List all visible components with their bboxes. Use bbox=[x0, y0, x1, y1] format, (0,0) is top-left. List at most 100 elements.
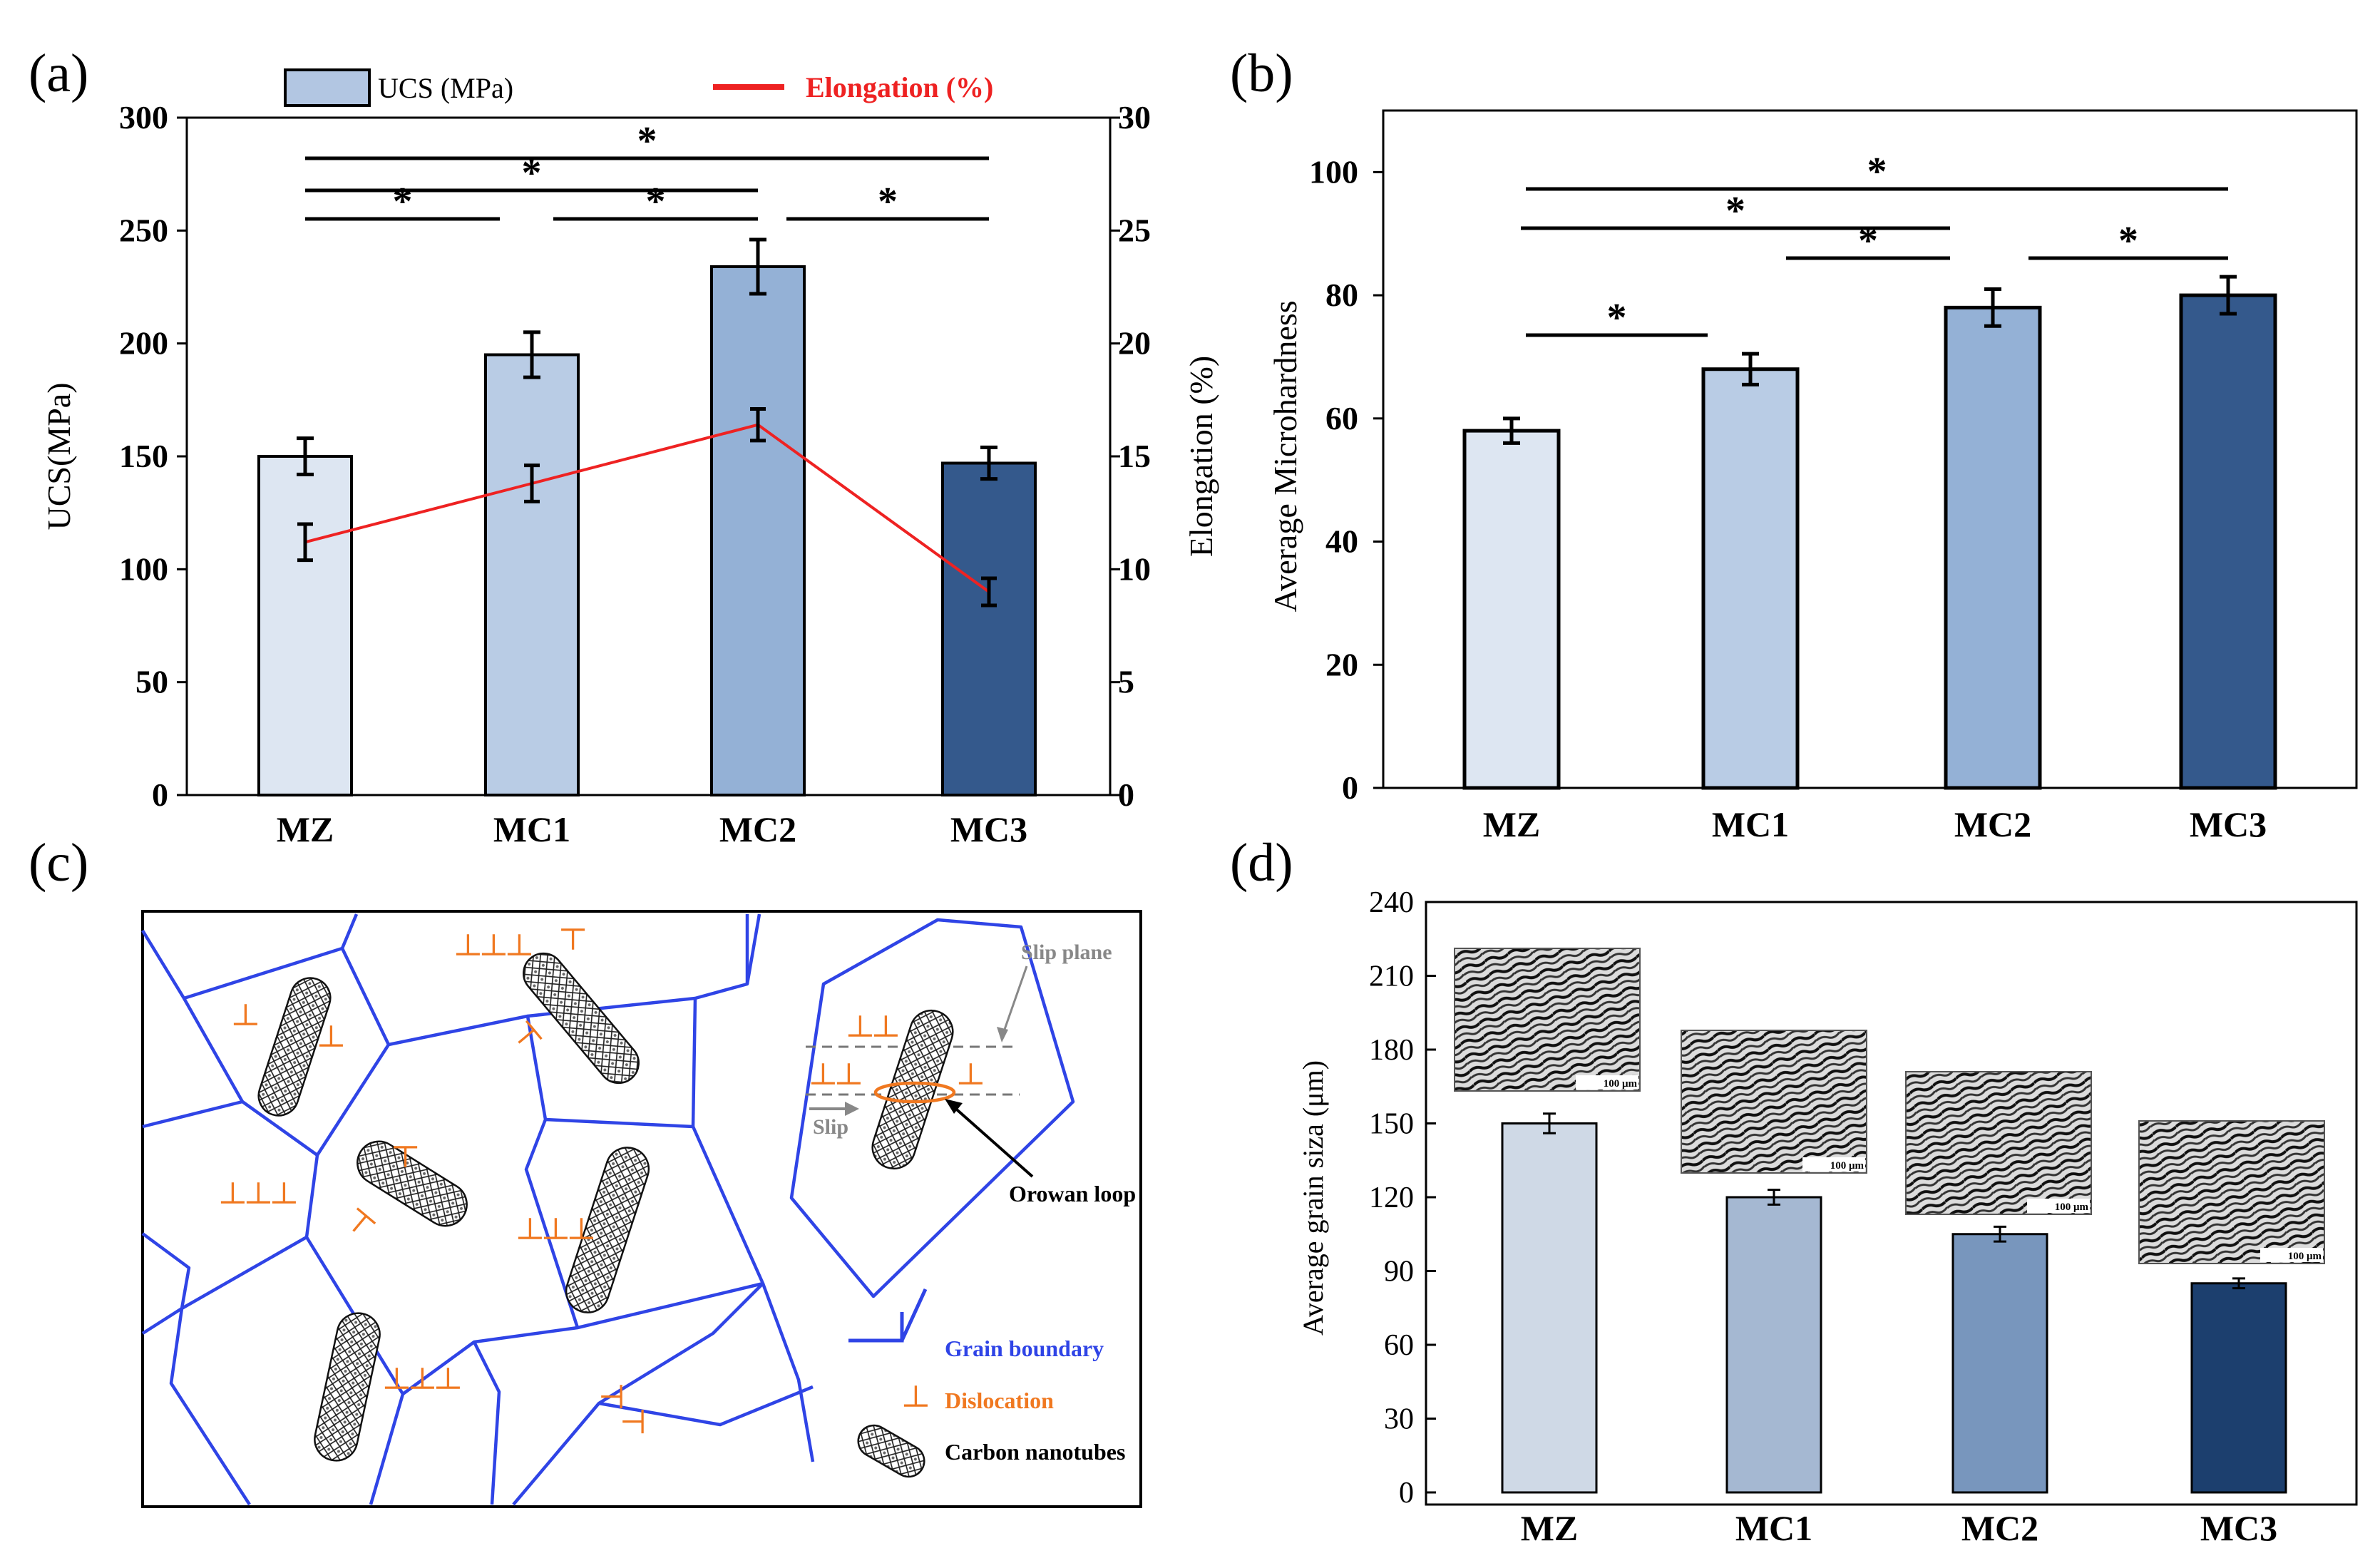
panel-b-plot-area bbox=[1382, 109, 2358, 789]
x-tick-label: MZ bbox=[1521, 1508, 1579, 1548]
cnt-icon bbox=[523, 952, 640, 1085]
slip-plane-arrow bbox=[1000, 965, 1028, 1038]
y-tick-label: 100 bbox=[119, 550, 168, 587]
dislocation-symbol: ┴ bbox=[272, 1182, 296, 1219]
orowan-loop-arrow bbox=[950, 1104, 1034, 1178]
significance-star: * bbox=[393, 180, 413, 224]
x-tick-label: MC1 bbox=[493, 809, 570, 849]
panel-b-label: (b) bbox=[1230, 43, 1293, 103]
x-tick-label: MC1 bbox=[1735, 1508, 1812, 1548]
dislocation-symbol: ┴ bbox=[543, 1218, 568, 1255]
scale-bar-label: 100 μm bbox=[1830, 1160, 1864, 1172]
dislocation-symbol: ┴ bbox=[436, 1368, 460, 1405]
significance-star: * bbox=[878, 180, 898, 224]
panel-d-plot-area bbox=[1425, 901, 2358, 1506]
y-tick-label: 120 bbox=[1369, 1182, 1414, 1214]
dislocation-symbol: ┴ bbox=[410, 1368, 434, 1405]
y2-tick-label: 20 bbox=[1118, 325, 1151, 362]
y2-tick-label: 10 bbox=[1118, 550, 1151, 587]
panel-a-y2-label: Elongation (%) bbox=[1183, 356, 1219, 557]
legend-ucs-swatch bbox=[284, 68, 371, 107]
bar-ucs-mc3 bbox=[941, 461, 1037, 796]
y-tick-label: 0 bbox=[152, 777, 168, 813]
dislocation-symbol: ┴ bbox=[518, 1218, 542, 1255]
y-tick-label: 180 bbox=[1369, 1034, 1414, 1067]
dislocation-symbol: ┴ bbox=[319, 1025, 343, 1062]
orowan-loop-label: Orowan loop bbox=[1009, 1181, 1136, 1206]
panel-c-annotations: Slip plane Slip Orowan loop bbox=[809, 941, 1136, 1206]
y-tick-label: 240 bbox=[1369, 886, 1414, 919]
cnt-icon bbox=[871, 1009, 954, 1170]
x-tick-label: MC3 bbox=[2200, 1508, 2277, 1548]
y-tick-label: 200 bbox=[119, 325, 168, 362]
bar-ucs-mc2 bbox=[710, 265, 806, 796]
significance-star: * bbox=[646, 180, 666, 224]
scale-bar-background bbox=[2260, 1248, 2323, 1262]
panel-b-y-label: Average Microhardness bbox=[1267, 300, 1303, 612]
dislocation-symbol: ┴ bbox=[569, 1218, 593, 1255]
y-tick-label: 150 bbox=[1369, 1108, 1414, 1141]
panel-b: (b) Average Microhardness 0 20 40 60 80 100 M… bbox=[1230, 43, 2358, 844]
orowan-loop-marker bbox=[873, 1081, 956, 1104]
dislocation-symbol: ┴ bbox=[384, 1368, 409, 1405]
panel-c: (c) bbox=[29, 833, 1142, 1508]
legend-elongation-label: Elongation (%) bbox=[806, 71, 993, 103]
y-tick-label: 150 bbox=[119, 438, 168, 474]
y-tick-label: 50 bbox=[135, 664, 168, 700]
significance-star: * bbox=[1607, 296, 1627, 340]
y-tick-label: 100 bbox=[1309, 153, 1358, 190]
bar-grain-size-mc2 bbox=[1951, 1233, 2048, 1494]
significance-star: * bbox=[2118, 219, 2138, 263]
x-tick-label: MC3 bbox=[2190, 804, 2267, 844]
dislocation-symbol: ┴ bbox=[481, 934, 506, 971]
significance-star: * bbox=[1867, 150, 1887, 194]
y-tick-label: 20 bbox=[1325, 646, 1358, 682]
x-tick-label: MC2 bbox=[1961, 1508, 2038, 1548]
cnt-icon bbox=[357, 1140, 468, 1227]
y2-tick-label: 25 bbox=[1118, 212, 1151, 248]
legend-cnt-icon bbox=[857, 1424, 925, 1478]
slip-label: Slip bbox=[813, 1115, 848, 1139]
panel-d: (d) Average grain siza (μm) 0 30 60 90 120 15… bbox=[1230, 833, 2358, 1548]
bar-grain-size-mz bbox=[1501, 1122, 1598, 1494]
legend-grain-boundary: Grain boundary bbox=[945, 1336, 1104, 1361]
legend-dislocation-symbol: ┴ bbox=[903, 1385, 928, 1423]
panel-a-legend: UCS (MPa) Elongation (%) bbox=[284, 68, 993, 107]
bar-hardness-mc2 bbox=[1944, 305, 2042, 790]
x-tick-label: MC3 bbox=[950, 809, 1027, 849]
bar-ucs-mz bbox=[257, 455, 353, 796]
y-tick-label: 0 bbox=[1342, 769, 1358, 806]
y-tick-label: 90 bbox=[1384, 1256, 1414, 1288]
micrograph-inset-mc3 bbox=[2138, 1120, 2325, 1264]
x-tick-label: MZ bbox=[277, 809, 334, 849]
panel-c-legend: Grain boundary ┴ Dislocation Carbon nano… bbox=[848, 1288, 1125, 1478]
carbon-nanotubes bbox=[257, 952, 954, 1462]
significance-star: * bbox=[1725, 189, 1745, 233]
dislocation-symbol: ┴ bbox=[958, 1063, 983, 1100]
dislocation-symbol: ┴ bbox=[246, 1182, 270, 1219]
y-tick-label: 300 bbox=[119, 99, 168, 135]
dislocation-symbol: ┴ bbox=[873, 1015, 898, 1052]
panel-a: (a) UCS (MPa) Elongation (%) UCS(MPa) El… bbox=[29, 43, 1219, 849]
dislocation-symbol: ┴ bbox=[848, 1015, 872, 1052]
dislocation-symbol: ┴ bbox=[233, 1004, 257, 1041]
cnt-icon bbox=[257, 977, 332, 1117]
x-tick-label: MC2 bbox=[1954, 804, 2031, 844]
bar-grain-size-mc1 bbox=[1725, 1196, 1822, 1494]
y-tick-label: 60 bbox=[1384, 1329, 1414, 1362]
legend-cnt: Carbon nanotubes bbox=[945, 1439, 1125, 1465]
elongation-line bbox=[304, 423, 990, 593]
scale-bar-background bbox=[2027, 1199, 2090, 1213]
y2-tick-label: 5 bbox=[1118, 664, 1134, 700]
x-tick-label: MZ bbox=[1483, 804, 1541, 844]
x-tick-label: MC2 bbox=[719, 809, 796, 849]
cnt-icon bbox=[565, 1147, 650, 1313]
micrograph-inset-mc1 bbox=[1681, 1030, 1867, 1174]
y-tick-label: 60 bbox=[1325, 400, 1358, 436]
legend-dislocation: Dislocation bbox=[945, 1388, 1054, 1413]
scale-bar-label: 100 μm bbox=[2055, 1201, 2089, 1213]
scale-bar-label: 100 μm bbox=[2288, 1251, 2322, 1262]
scale-bar-background bbox=[1802, 1157, 1865, 1172]
significance-star: * bbox=[1858, 219, 1878, 263]
